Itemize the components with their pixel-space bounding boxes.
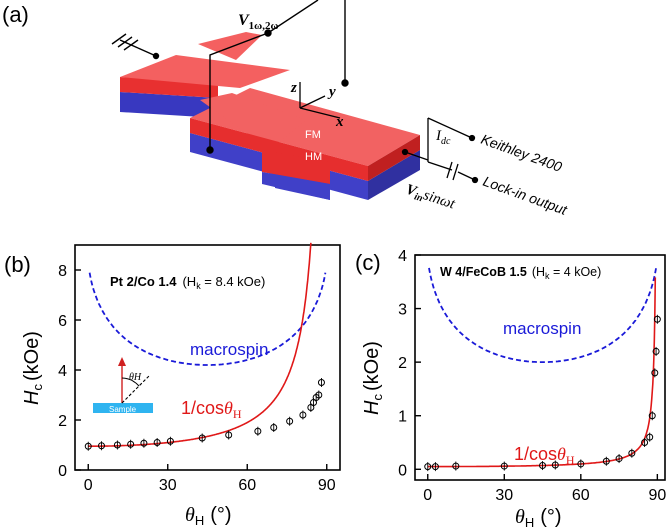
b-ytick-label: 0 (58, 463, 67, 480)
chart-c-frame (414, 254, 666, 481)
c-macrospin-curve (428, 267, 657, 363)
angle-line (121, 374, 151, 404)
c-ytick-label: 3 (398, 302, 407, 319)
angle-label: θH (129, 372, 142, 383)
panel-b-label: (b) (4, 252, 31, 277)
b-ytick-label: 4 (58, 363, 67, 380)
chart-c-ticks: 0 30 60 90 0 1 2 3 4 (398, 248, 666, 504)
current-label: Idc (435, 128, 451, 147)
b-xtick-label: 0 (84, 477, 93, 494)
sample-bar (93, 403, 153, 413)
fm-layer-label: FM (305, 129, 321, 141)
b-ytick-label: 8 (58, 263, 67, 280)
chart-c-cos-label: 1/cosθH (514, 444, 575, 467)
circuit-wires (401, 117, 479, 184)
chart-b-macrospin-label: macrospin (190, 340, 268, 359)
keithley-label: Keithley 2400 (479, 131, 564, 175)
chart-b-frame (74, 244, 341, 471)
chart-c-title: W 4/FeCoB 1.5 (Hk = 4 kOe) (440, 265, 601, 281)
field-arrow-head (118, 357, 126, 366)
ground-symbol (111, 33, 160, 60)
sample-label: Sample (109, 405, 137, 414)
c-xtick-label: 0 (423, 487, 432, 504)
c-ytick-label: 2 (398, 355, 407, 372)
b-xtick-label: 30 (159, 477, 177, 494)
panel-a: (a) (2, 0, 570, 218)
b-xtick-label: 90 (318, 477, 336, 494)
c-ytick-label: 0 (398, 462, 407, 479)
hm-layer-label: HM (305, 151, 322, 163)
b-ytick-label: 2 (58, 413, 67, 430)
axis-x-label: x (335, 114, 344, 130)
chart-b-xlabel: θH (°) (185, 504, 232, 528)
chart-c-macrospin-label: macrospin (503, 319, 581, 338)
coordinate-axes (299, 82, 341, 119)
c-cos-curve (427, 277, 657, 468)
chart-b-ticks: 0 30 60 90 0 2 4 6 8 (58, 263, 336, 494)
panel-c-label: (c) (355, 250, 381, 275)
c-ytick-label: 1 (398, 409, 407, 426)
lockin-label: Lock-in output (481, 173, 570, 218)
b-xtick-label: 60 (238, 477, 256, 494)
panel-a-label: (a) (2, 2, 29, 27)
inset-schematic: Sample θH (93, 357, 153, 414)
chart-c-points (424, 314, 661, 472)
voltage-probe-wires (206, 0, 349, 154)
hall-bar-device: FM HM (120, 32, 420, 200)
voltage-label: V1ω,2ω (238, 12, 279, 32)
chart-c-ylabel: Hc(kOe) (361, 341, 385, 415)
b-ytick-label: 6 (58, 313, 67, 330)
chart-b-cos-label: 1/cosθH (181, 398, 242, 421)
c-xtick-label: 30 (495, 487, 513, 504)
angle-arc (121, 377, 140, 387)
chart-c-xlabel: θH (°) (515, 506, 562, 529)
b-macrospin-curve (88, 272, 327, 366)
chart-b-points (84, 378, 325, 451)
c-ytick-label: 4 (398, 248, 407, 265)
axis-y-label: y (327, 84, 336, 100)
axis-z-label: z (290, 80, 297, 96)
panel-c: (c) 0 30 60 90 0 1 2 3 4 W 4/FeCoB 1.5 (Hk = 4 kO… (355, 248, 666, 529)
c-xtick-label: 60 (572, 487, 590, 504)
panel-b: (b) 0 30 60 90 0 2 4 6 8 Pt 2/Co 1.4 (Hk = 8.4 kO… (4, 242, 341, 528)
chart-b-ylabel: Hc(kOe) (21, 331, 45, 405)
chart-c-curves (427, 267, 657, 468)
chart-b-title: Pt 2/Co 1.4 (Hk = 8.4 kOe) (110, 274, 265, 291)
source-voltage-label: Vinsinωt (403, 182, 457, 215)
fm-layer (120, 32, 420, 200)
c-xtick-label: 90 (648, 487, 666, 504)
